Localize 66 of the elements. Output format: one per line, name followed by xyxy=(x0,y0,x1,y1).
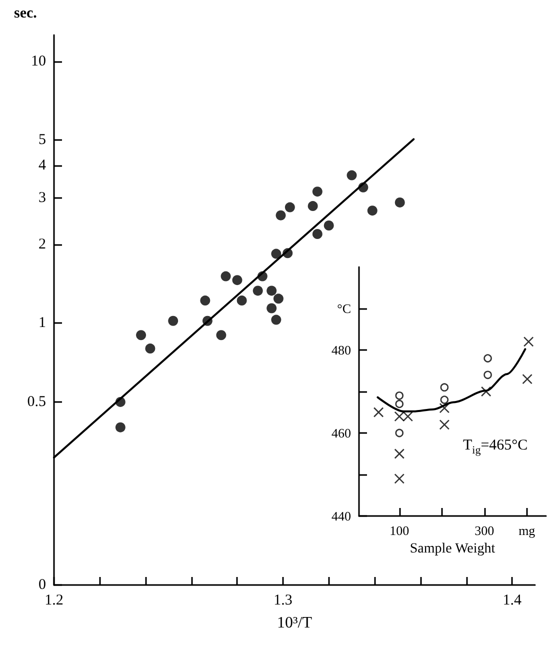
point xyxy=(439,402,450,414)
point xyxy=(276,210,286,220)
point xyxy=(308,201,318,212)
y-tick-label: 2 xyxy=(38,236,46,252)
point xyxy=(480,386,492,397)
point xyxy=(324,220,334,230)
x-axis-title: Sample Weight xyxy=(410,541,496,556)
point xyxy=(367,206,378,216)
y-tick-label: 480 xyxy=(332,342,351,358)
point xyxy=(440,396,449,404)
x-tick-label: 1.2 xyxy=(44,592,64,608)
point xyxy=(266,303,277,314)
point xyxy=(394,474,405,484)
point xyxy=(312,186,322,197)
point xyxy=(271,314,282,325)
x-tick-label: mg xyxy=(518,523,536,538)
y-tick-label: 10 xyxy=(31,53,46,70)
point xyxy=(136,330,146,340)
y-tick-label: 5 xyxy=(38,132,46,148)
point xyxy=(216,330,226,340)
point xyxy=(373,407,384,418)
point xyxy=(220,271,231,282)
point xyxy=(439,420,450,430)
point xyxy=(266,286,277,296)
y-tick-label: 4 xyxy=(38,157,46,174)
point xyxy=(232,275,242,286)
y-tick-label: °C xyxy=(337,301,351,316)
point xyxy=(394,197,405,208)
x-tick-label: 300 xyxy=(474,523,494,538)
point xyxy=(284,202,295,212)
point xyxy=(168,316,178,326)
point xyxy=(145,344,156,354)
point xyxy=(484,370,492,380)
point xyxy=(115,396,126,407)
point xyxy=(282,248,293,258)
y-tick-label: 0.5 xyxy=(27,394,46,410)
point xyxy=(395,428,404,438)
point xyxy=(358,182,368,192)
point xyxy=(271,248,282,259)
x-tick-label: 1.3 xyxy=(274,592,292,608)
y-tick-label: 0 xyxy=(38,577,46,593)
y-axis-title: sec. xyxy=(14,6,38,22)
point xyxy=(252,286,263,296)
x-tick-label: 100 xyxy=(390,523,410,538)
point xyxy=(402,411,414,422)
point xyxy=(115,422,126,432)
y-tick-label: 1 xyxy=(38,315,46,332)
point xyxy=(395,392,404,400)
point xyxy=(200,296,210,306)
point xyxy=(273,294,284,304)
point xyxy=(346,170,357,180)
point xyxy=(395,400,404,408)
point xyxy=(202,316,212,326)
point xyxy=(484,354,492,362)
point xyxy=(522,374,532,384)
point xyxy=(312,228,322,239)
point xyxy=(394,411,405,422)
point xyxy=(394,448,405,459)
y-tick-label: 3 xyxy=(38,190,46,206)
point xyxy=(236,296,247,306)
y-tick-label: 460 xyxy=(332,426,351,440)
point xyxy=(440,383,449,392)
x-axis-title: 10³/T xyxy=(276,614,312,632)
point xyxy=(257,271,268,282)
x-tick-label: 1.4 xyxy=(502,592,522,608)
y-tick-label: 440 xyxy=(332,508,351,524)
